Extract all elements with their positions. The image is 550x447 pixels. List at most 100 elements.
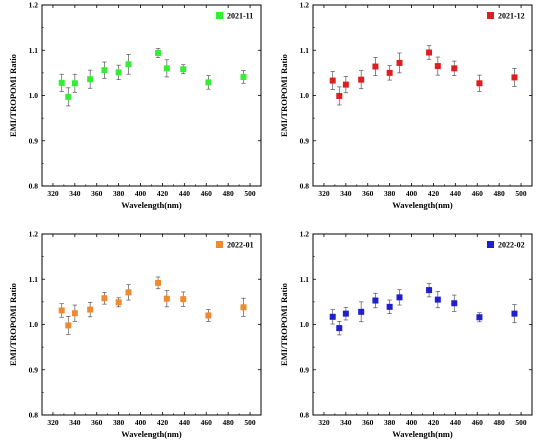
y-tick-label: 1.1 <box>29 46 39 55</box>
x-tick-label: 340 <box>69 189 81 198</box>
data-point <box>163 65 170 72</box>
data-point <box>65 93 72 100</box>
chart-panel: 320 340 360 380 400 420 440 460 480 500 0.8 0.9 1.0 1… <box>8 230 262 439</box>
x-tick-label: 500 <box>515 189 527 198</box>
x-tick-label: 460 <box>201 189 213 198</box>
y-tick-label: 0.8 <box>29 411 39 420</box>
plot-frame <box>312 233 533 416</box>
x-tick-label: 360 <box>362 418 374 427</box>
x-tick-label: 400 <box>135 418 147 427</box>
data-point <box>180 296 187 303</box>
y-tick-label: 0.9 <box>300 136 310 145</box>
data-point <box>87 306 94 313</box>
x-tick-label: 500 <box>515 418 527 427</box>
data-point <box>451 65 458 72</box>
y-tick-label: 1.2 <box>29 1 39 10</box>
legend-label: 2021-12 <box>498 12 525 21</box>
y-tick-label: 1.0 <box>300 91 310 100</box>
x-tick-label: 380 <box>113 418 125 427</box>
data-point <box>342 310 349 317</box>
y-tick-label: 0.8 <box>300 411 310 420</box>
y-axis-title: EMI/TROPOMI Ratio <box>279 54 289 137</box>
data-point <box>386 69 393 76</box>
y-axis-title: EMI/TROPOMI Ratio <box>8 283 18 366</box>
legend-marker <box>216 241 223 248</box>
data-point <box>115 299 122 306</box>
data-point <box>329 313 336 320</box>
y-tick-label: 1.0 <box>29 91 39 100</box>
data-point <box>426 287 433 294</box>
y-tick-label: 1.1 <box>300 46 310 55</box>
y-tick-label: 0.9 <box>29 136 39 145</box>
y-tick-label: 1.0 <box>29 320 39 329</box>
x-tick-label: 460 <box>472 189 484 198</box>
data-point <box>336 92 343 99</box>
y-tick-label: 0.9 <box>300 365 310 374</box>
data-point <box>101 67 108 74</box>
data-point <box>163 295 170 302</box>
x-tick-label: 400 <box>406 189 418 198</box>
x-tick-label: 500 <box>244 418 256 427</box>
data-point <box>476 80 483 87</box>
x-tick-label: 320 <box>47 418 59 427</box>
data-point <box>87 76 94 83</box>
data-point <box>58 79 65 86</box>
data-point <box>65 322 72 329</box>
data-point <box>240 304 247 311</box>
x-tick-label: 440 <box>450 189 462 198</box>
plot-frame <box>41 4 262 187</box>
x-axis-title: Wavelength(nm) <box>392 429 453 439</box>
y-axis-title: EMI/TROPOMI Ratio <box>279 283 289 366</box>
data-point <box>329 77 336 84</box>
x-tick-label: 360 <box>91 189 103 198</box>
data-point <box>71 310 78 317</box>
x-tick-label: 480 <box>223 189 235 198</box>
data-point <box>155 49 162 56</box>
data-point <box>205 312 212 319</box>
data-point <box>125 61 132 68</box>
legend-marker <box>487 12 494 19</box>
x-tick-label: 480 <box>223 418 235 427</box>
data-point <box>511 74 518 81</box>
y-tick-label: 1.1 <box>29 275 39 284</box>
y-tick-label: 0.8 <box>300 182 310 191</box>
data-point <box>342 81 349 88</box>
x-tick-label: 420 <box>157 189 169 198</box>
x-tick-label: 420 <box>428 418 440 427</box>
x-tick-label: 500 <box>244 189 256 198</box>
plot-frame <box>41 233 262 416</box>
x-tick-label: 400 <box>135 189 147 198</box>
data-point <box>125 289 132 296</box>
legend-marker <box>216 12 223 19</box>
x-tick-label: 420 <box>157 418 169 427</box>
data-point <box>205 79 212 86</box>
data-point <box>372 297 379 304</box>
x-tick-label: 320 <box>318 418 330 427</box>
data-point <box>476 314 483 321</box>
y-tick-label: 1.1 <box>300 275 310 284</box>
legend-marker <box>487 241 494 248</box>
x-tick-label: 360 <box>91 418 103 427</box>
x-axis-title: Wavelength(nm) <box>121 200 182 210</box>
x-tick-label: 420 <box>428 189 440 198</box>
plot-frame <box>312 4 533 187</box>
data-point <box>396 59 403 66</box>
data-point <box>180 66 187 73</box>
x-axis-title: Wavelength(nm) <box>121 429 182 439</box>
data-point <box>396 294 403 301</box>
x-tick-label: 380 <box>113 189 125 198</box>
data-point <box>386 303 393 310</box>
data-point <box>155 279 162 286</box>
data-point <box>451 300 458 307</box>
y-tick-label: 0.8 <box>29 182 39 191</box>
data-point <box>358 308 365 315</box>
x-tick-label: 320 <box>47 189 59 198</box>
x-tick-label: 320 <box>318 189 330 198</box>
chart-panel: 320 340 360 380 400 420 440 460 480 500 0.8 0.9 1.0 1… <box>279 230 533 439</box>
chart-panel: 320 340 360 380 400 420 440 460 480 500 0.8 0.9 1.0 1… <box>279 1 533 210</box>
data-point <box>426 49 433 56</box>
x-tick-label: 440 <box>450 418 462 427</box>
x-tick-label: 480 <box>494 418 506 427</box>
legend-label: 2022-01 <box>227 241 254 250</box>
x-tick-label: 460 <box>472 418 484 427</box>
